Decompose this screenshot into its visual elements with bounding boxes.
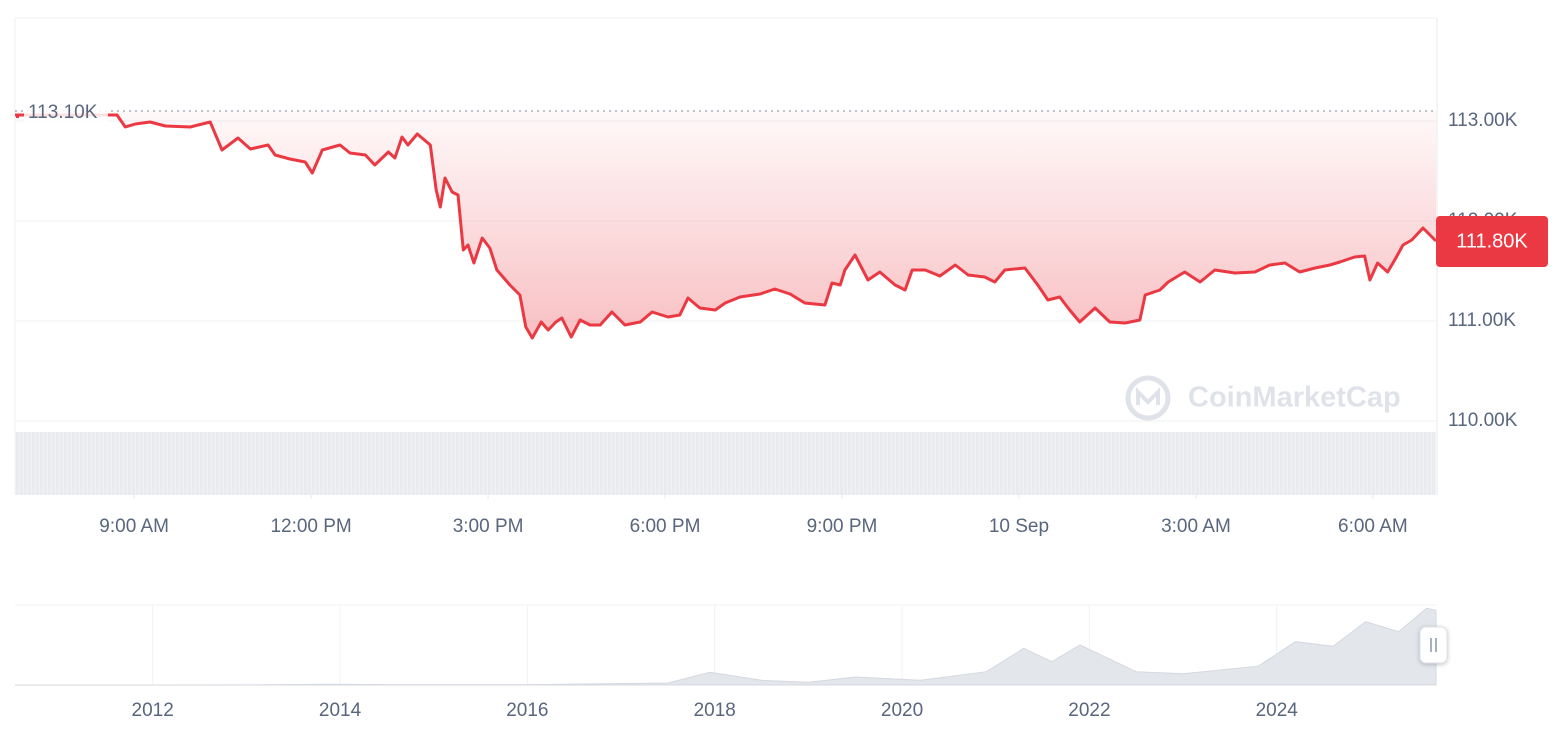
plot-layer: 110.00K111.00K112.00K113.00K113.10K111.8… — [15, 99, 1548, 721]
area-fill — [15, 111, 1436, 338]
history-area — [15, 607, 1437, 686]
x-tick-label: 2018 — [694, 700, 736, 721]
reference-label: 113.10K — [28, 102, 98, 123]
watermark: CoinMarketCap — [1125, 375, 1401, 421]
x-tick-label: 3:00 AM — [1161, 516, 1231, 537]
reference-marker — [16, 115, 19, 118]
current-price-box — [1436, 216, 1548, 267]
watermark-logo — [1125, 375, 1171, 421]
x-tick-label: 2024 — [1256, 700, 1299, 721]
x-tick-label: 6:00 PM — [630, 516, 701, 537]
reference-label-bg — [24, 99, 108, 123]
x-tick-label: 2020 — [881, 700, 923, 721]
navigator-handle[interactable] — [1419, 626, 1448, 664]
handle[interactable] — [1419, 626, 1448, 664]
x-tick-label: 9:00 AM — [99, 516, 169, 537]
y-tick-label: 111.00K — [1448, 310, 1516, 331]
x-tick-label: 2016 — [506, 700, 548, 721]
volume-area — [15, 432, 1436, 495]
current-price-label: 111.80K — [1456, 230, 1528, 252]
x-tick-label: 6:00 AM — [1338, 516, 1408, 537]
x-tick-label: 2014 — [319, 700, 362, 721]
watermark-text: CoinMarketCap — [1188, 382, 1401, 414]
y-tick-label: 110.00K — [1448, 410, 1518, 431]
x-tick-label: 2012 — [132, 700, 174, 721]
x-tick-label: 3:00 PM — [453, 516, 524, 537]
y-tick-label: 113.00K — [1448, 110, 1518, 131]
x-tick-label: 12:00 PM — [270, 516, 351, 537]
watermark-logo — [1136, 387, 1160, 405]
x-tick-label: 9:00 PM — [807, 516, 878, 537]
x-tick-label: 10 Sep — [989, 516, 1049, 537]
price-line — [15, 113, 1438, 340]
x-tick-label: 2022 — [1068, 700, 1110, 721]
